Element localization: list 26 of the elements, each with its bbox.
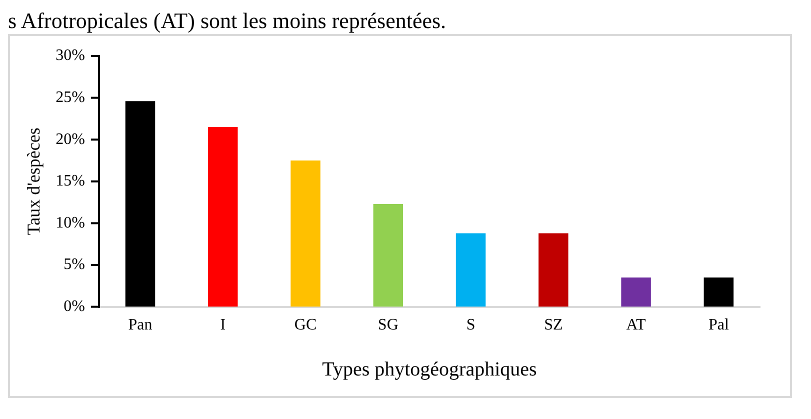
bar — [456, 233, 486, 307]
bar — [290, 160, 320, 307]
x-tick-label: S — [466, 316, 476, 334]
y-tick-label: 5% — [64, 256, 85, 274]
x-tick-label: GC — [294, 316, 317, 334]
x-tick-label: SZ — [544, 316, 563, 334]
y-tick-label: 10% — [56, 214, 85, 232]
x-tick-label: AT — [626, 316, 646, 334]
bar — [125, 101, 156, 307]
x-axis-title: Types phytogéographiques — [322, 358, 538, 380]
y-tick-label: 0% — [64, 298, 85, 316]
y-tick-label: 20% — [56, 130, 85, 148]
bar — [208, 127, 238, 307]
y-tick-label: 15% — [56, 172, 85, 190]
x-tick-label: I — [220, 316, 226, 334]
x-tick-label: SG — [378, 316, 399, 334]
y-axis-title: Taux d'espèces — [24, 128, 44, 236]
text: s Afrotropicales (AT) sont les moins représentées. — [8, 8, 448, 34]
x-tick-label: Pan — [128, 316, 152, 334]
x-tick-label: Pal — [708, 316, 730, 334]
y-tick-label: 25% — [56, 89, 85, 106]
y-tick-label: 30% — [56, 47, 85, 64]
bar — [373, 204, 404, 307]
bar — [704, 278, 734, 307]
bar — [538, 233, 568, 307]
bar — [621, 278, 651, 307]
